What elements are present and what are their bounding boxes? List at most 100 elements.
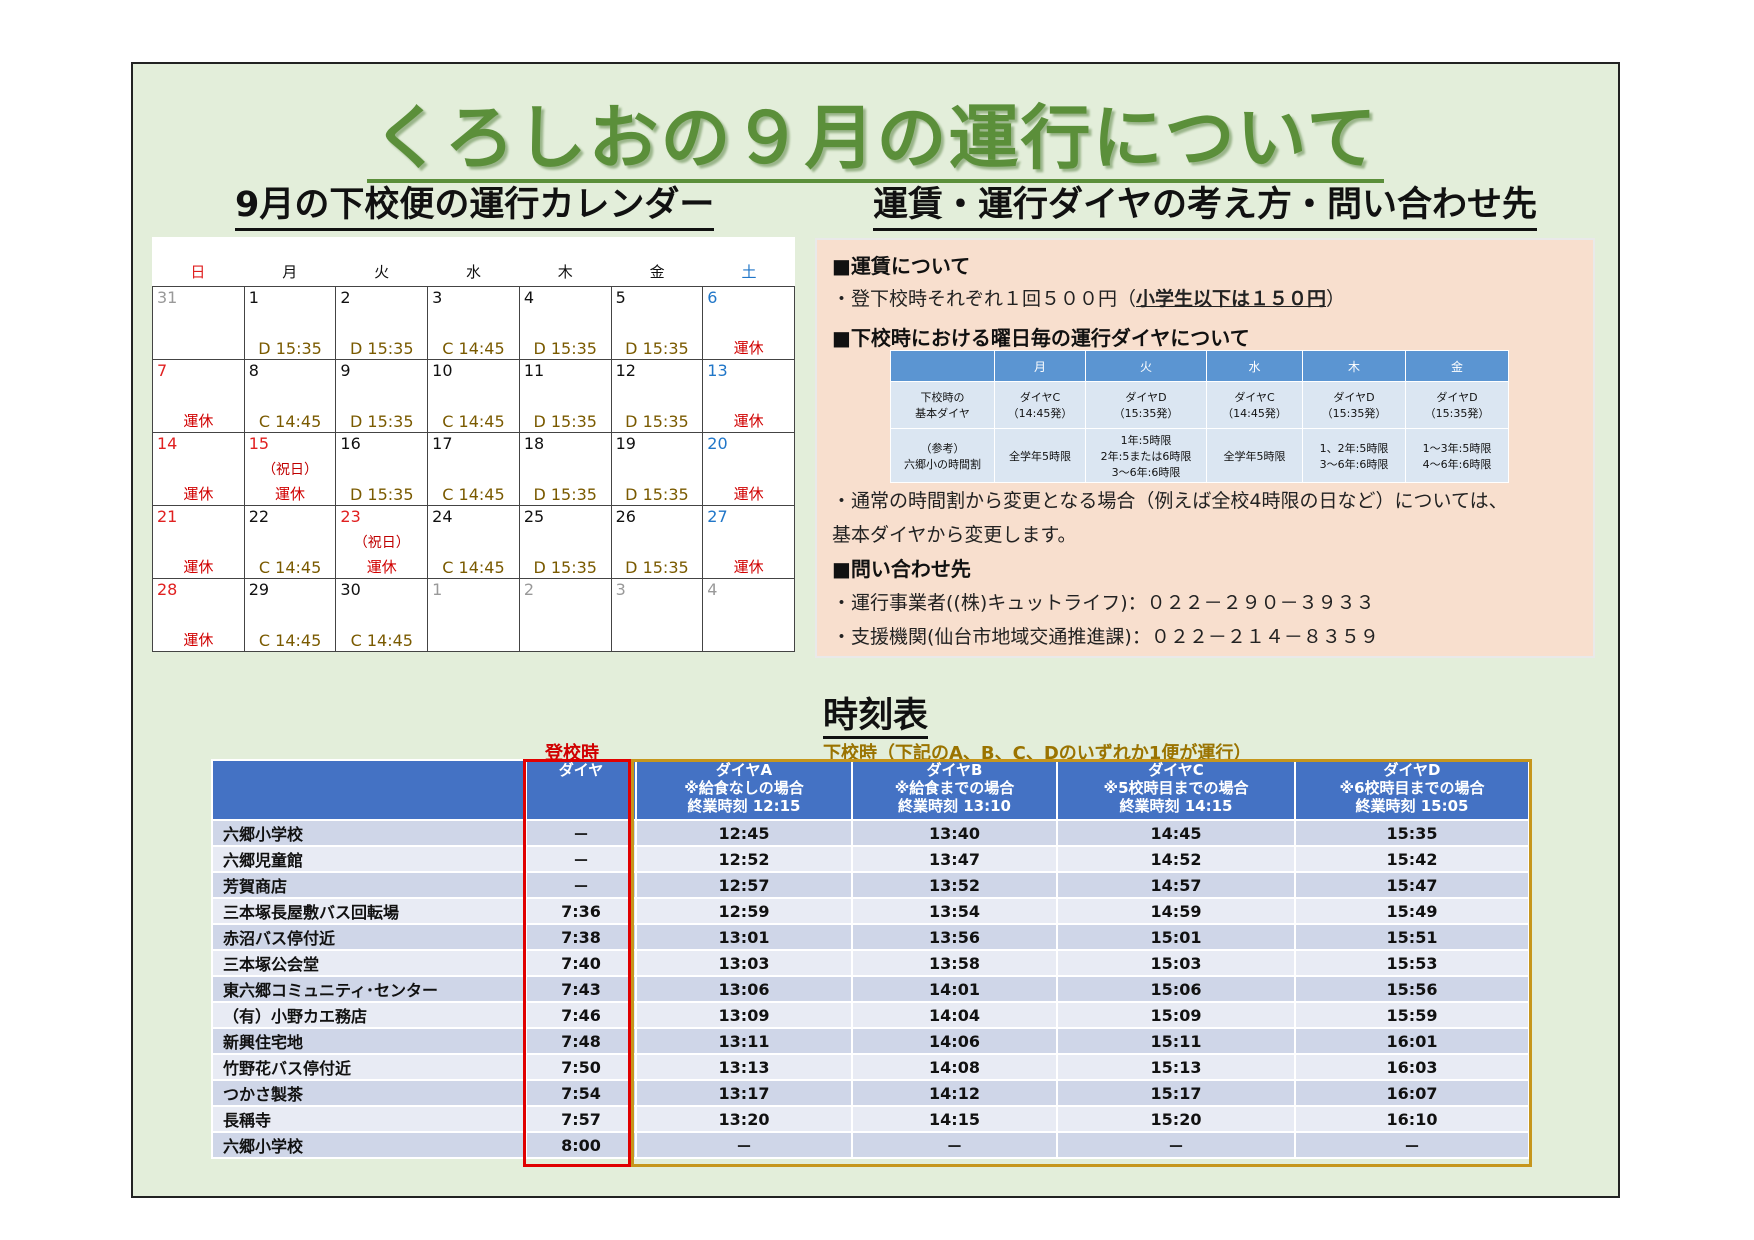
- departure-time: 15:17: [1056, 1079, 1296, 1107]
- weekday-label: 火: [374, 263, 390, 281]
- dia-heading: ■下校時における曜日毎の運行ダイヤについて: [832, 326, 1250, 350]
- calendar-day-cell: 19 D 15:35: [611, 433, 704, 506]
- departure-time: 13:54: [851, 897, 1058, 925]
- service-label: C 14:45: [258, 558, 322, 577]
- departure-time: 8:00: [525, 1131, 637, 1159]
- timetable-row: 芳賀商店－ 12:57 13:52 14:57 15:47: [211, 871, 1530, 899]
- calendar-day-cell: 15 （祝日） 運休: [244, 433, 337, 506]
- stop-name: （有）小野カエ務店: [211, 1001, 527, 1029]
- fare-line: ・登下校時それぞれ１回５００円（小学生以下は１５０円）: [832, 288, 1346, 310]
- holiday-note: （祝日）: [353, 535, 410, 551]
- day-number: 17: [432, 434, 453, 453]
- departure-time: 13:13: [635, 1053, 853, 1081]
- day-number: 10: [432, 361, 453, 380]
- day-number: 28: [157, 580, 178, 599]
- departure-time: 14:57: [1056, 871, 1296, 899]
- departure-time: －: [525, 871, 637, 899]
- departure-time: 14:15: [851, 1105, 1058, 1133]
- calendar-day-cell: 14 運休: [153, 433, 245, 506]
- calendar-day-cell: 11 D 15:35: [519, 360, 612, 433]
- calendar-title: 9月の下校便の運行カレンダー: [235, 176, 715, 231]
- calendar-day-cell: 13 運休: [703, 360, 795, 433]
- service-label: 運休: [183, 631, 214, 649]
- departure-time: 7:43: [525, 975, 637, 1003]
- departure-time: 15:11: [1056, 1027, 1296, 1055]
- timetable-row: 新興住宅地 7:48 13:11 14:06 15:11 16:01: [211, 1027, 1530, 1055]
- note-line-1: ・通常の時間割から変更となる場合（例えば全校4時限の日など）については、: [832, 490, 1508, 512]
- departure-time: 13:52: [851, 871, 1058, 899]
- service-label: 運休: [183, 485, 214, 503]
- day-number: 19: [615, 434, 636, 453]
- stop-name: 赤沼バス停付近: [211, 923, 527, 951]
- calendar-day-cell: 29 C 14:45: [244, 579, 337, 652]
- departure-time: －: [525, 845, 637, 873]
- day-number: 21: [157, 507, 178, 526]
- day-number: 3: [432, 288, 443, 307]
- calendar-day-cell: 12 D 15:35: [611, 360, 704, 433]
- day-number: 29: [248, 580, 270, 599]
- timetable-row: 六郷小学校－ 12:45 13:40 14:45 15:35: [211, 819, 1530, 847]
- departure-time: 12:52: [635, 845, 853, 873]
- dia-table-cell: 下校時の 基本ダイヤ: [890, 381, 995, 429]
- calendar-day-cell: 6 運休: [703, 287, 795, 360]
- stop-name: つかさ製茶: [211, 1079, 527, 1107]
- stop-name: 芳賀商店: [211, 871, 527, 899]
- departure-time: 14:52: [1056, 845, 1296, 873]
- service-label: C 14:45: [258, 631, 322, 650]
- holiday-note: （祝日）: [262, 462, 319, 478]
- dia-table-cell: 1年:5時限 2年:5または6時限 3～6年:6時限: [1085, 428, 1207, 483]
- departure-time: 16:07: [1294, 1079, 1530, 1107]
- info-panel: ■運賃について ・登下校時それぞれ１回５００円（小学生以下は１５０円） ■下校時…: [815, 238, 1595, 658]
- departure-time: 13:58: [851, 949, 1058, 977]
- day-number: 3: [615, 580, 626, 599]
- departure-time: 14:04: [851, 1001, 1058, 1029]
- afternoon-columns-frame: [631, 759, 1532, 1167]
- departure-time: 15:56: [1294, 975, 1530, 1003]
- departure-time: 13:06: [635, 975, 853, 1003]
- contact-operator: ・運行事業者((株)キュットライフ)：０２２－２９０－３９３３: [832, 592, 1375, 614]
- day-number: 6: [707, 288, 718, 307]
- day-number: 31: [157, 288, 178, 307]
- departure-time: 7:36: [525, 897, 637, 925]
- stop-name: 東六郷コミュニティ･センター: [211, 975, 527, 1003]
- day-number: 2: [523, 580, 535, 599]
- day-number: 24: [432, 507, 453, 526]
- departure-time: 15:59: [1294, 1001, 1530, 1029]
- timetable: ダイヤ ダイヤA ※給食なしの場合 終業時刻 12:15 ダイヤB ※給食までの場合 終業時…: [211, 759, 1530, 1159]
- service-label: D 15:35: [533, 339, 597, 358]
- weekday-label: 木: [557, 263, 573, 281]
- service-calendar: 日月火水木金土 31 1 D 15:35 2 D 15:35 3 C 14:45 4 D 15:…: [152, 237, 795, 652]
- calendar-day-cell: 3 C 14:45: [428, 287, 520, 360]
- departure-time: －: [525, 819, 637, 847]
- contact-heading: ■問い合わせ先: [832, 557, 971, 581]
- departure-time: 16:10: [1294, 1105, 1530, 1133]
- service-label: C 14:45: [442, 485, 505, 504]
- day-number: 13: [707, 361, 728, 380]
- calendar-day-cell: 2: [519, 579, 612, 652]
- calendar-day-cell: 26 D 15:35: [611, 506, 704, 579]
- departure-time: 12:59: [635, 897, 853, 925]
- day-number: 25: [523, 507, 545, 526]
- label-morning: 登校時: [545, 743, 599, 764]
- day-number: 30: [340, 580, 361, 599]
- day-number: 16: [340, 434, 361, 453]
- calendar-day-cell: 4 D 15:35: [519, 287, 612, 360]
- departure-time: 15:53: [1294, 949, 1530, 977]
- calendar-day-cell: 31: [153, 287, 245, 360]
- departure-time: 7:57: [525, 1105, 637, 1133]
- dia-table-cell: 月: [994, 350, 1086, 382]
- calendar-grid: 31 1 D 15:35 2 D 15:35 3 C 14:45 4 D 15:35 5 D 15:…: [152, 286, 795, 652]
- child-fare: 小学生以下は１５０円: [1136, 288, 1327, 310]
- calendar-day-cell: 25 D 15:35: [519, 506, 612, 579]
- service-label: D 15:35: [350, 412, 414, 431]
- day-number: 4: [523, 288, 535, 307]
- departure-time: 13:11: [635, 1027, 853, 1055]
- day-number: 4: [707, 580, 718, 599]
- calendar-day-cell: 21 運休: [153, 506, 245, 579]
- timetable-row: 三本塚公会堂 7:40 13:03 13:58 15:03 15:53: [211, 949, 1530, 977]
- departure-time: 7:40: [525, 949, 637, 977]
- departure-time: 15:20: [1056, 1105, 1296, 1133]
- dia-table-cell: ダイヤC （14:45発）: [1206, 381, 1303, 429]
- departure-time: －: [635, 1131, 853, 1159]
- departure-time: 15:03: [1056, 949, 1296, 977]
